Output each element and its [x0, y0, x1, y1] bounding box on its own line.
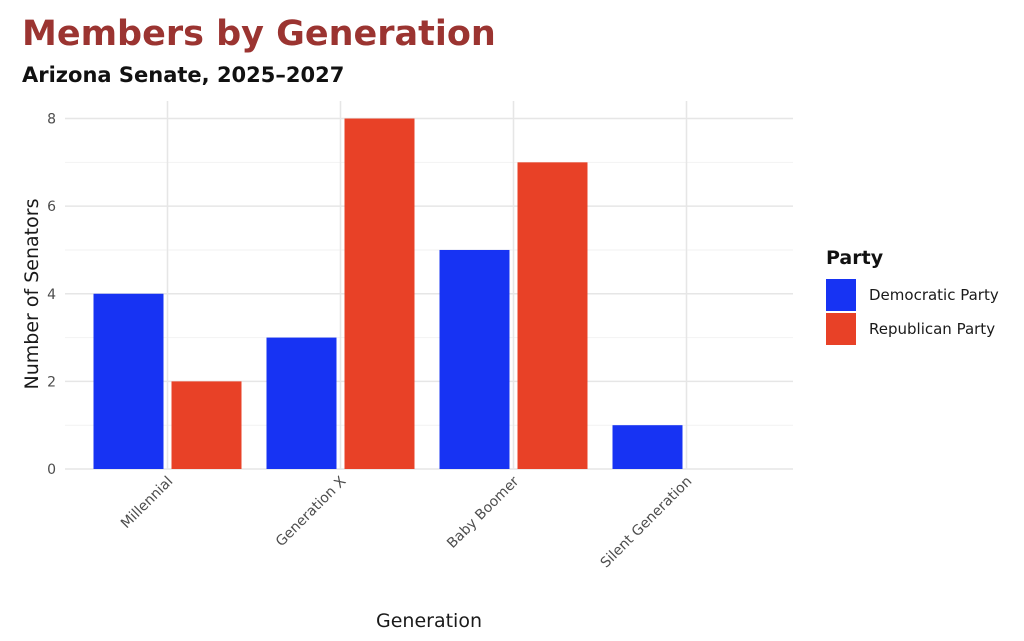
chart-subtitle: Arizona Senate, 2025–2027: [22, 63, 345, 87]
x-tick-label: Baby Boomer: [444, 473, 522, 551]
y-axis-ticks: 0 2 4 6 8: [47, 112, 56, 478]
legend-swatch: [826, 279, 856, 311]
bars: [93, 118, 683, 470]
legend-swatch: [826, 313, 856, 345]
x-tick-label: Silent Generation: [598, 474, 696, 572]
y-tick-label: 2: [47, 374, 56, 390]
bar-republican-party-generation-x: [344, 118, 415, 470]
x-tick-label: Generation X: [273, 473, 350, 550]
x-axis-title: Generation: [376, 610, 482, 632]
bar-democratic-party-baby-boomer: [439, 249, 510, 469]
chart-title: Members by Generation: [22, 14, 496, 54]
y-tick-label: 4: [47, 287, 56, 303]
y-tick-label: 8: [47, 112, 56, 128]
y-axis-title: Number of Senators: [21, 199, 43, 390]
bar-republican-party-millennial: [171, 381, 242, 469]
x-axis-ticks: Millennial Generation X Baby Boomer Silent …: [118, 473, 695, 571]
bar-republican-party-baby-boomer: [517, 162, 588, 470]
y-tick-label: 0: [47, 462, 56, 478]
legend: Party Democratic Party Republican Party: [826, 247, 999, 345]
bar-democratic-party-millennial: [93, 293, 164, 469]
legend-label: Democratic Party: [869, 286, 999, 304]
legend-title: Party: [826, 247, 884, 269]
x-tick-label: Millennial: [118, 474, 176, 532]
bar-democratic-party-generation-x: [266, 337, 337, 469]
y-tick-label: 6: [47, 199, 56, 215]
legend-label: Republican Party: [869, 320, 995, 338]
bar-democratic-party-silent-generation: [612, 425, 683, 469]
